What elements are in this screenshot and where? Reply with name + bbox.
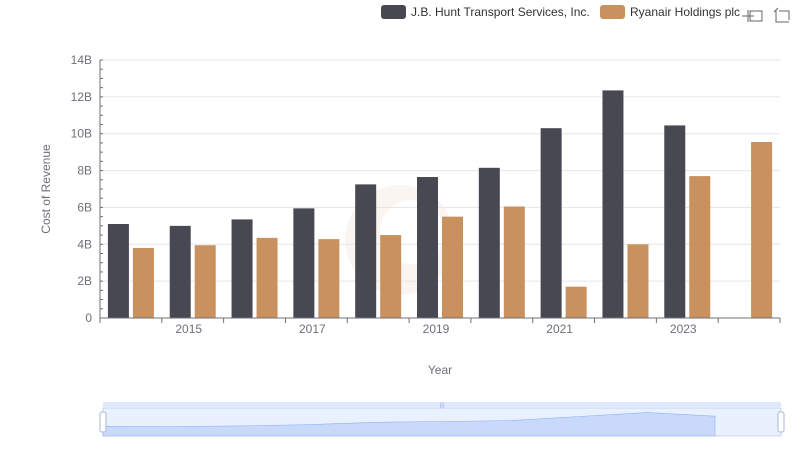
y-tick-label: 14B [71, 53, 92, 67]
bar-jb-hunt-2014 [107, 224, 129, 318]
x-tick-label: 2019 [423, 322, 450, 336]
y-tick-label: 10B [71, 127, 92, 141]
y-tick-label: 8B [77, 164, 92, 178]
y-axis-ticks: 0 2B 4B 6B 8B 10B 12B 14B [71, 53, 93, 325]
legend-label-ryanair: Ryanair Holdings plc [630, 5, 740, 19]
bar-jb-hunt-2017 [293, 208, 315, 318]
x-tick-label: 2023 [670, 322, 697, 336]
bar-jb-hunt-2015 [169, 225, 191, 318]
y-tick-label: 6B [77, 200, 92, 214]
bar-ryanair-2021 [565, 286, 587, 318]
bar-ryanair-2019 [442, 216, 463, 318]
bar-ryanair-2015 [194, 245, 216, 318]
bar-ryanair-2023 [689, 176, 711, 318]
y-tick-label: 2B [77, 274, 92, 288]
legend: J.B. Hunt Transport Services, Inc. Ryana… [381, 5, 740, 19]
bar-ryanair-2022 [627, 244, 649, 318]
data-zoom-slider[interactable]: ||| [99, 402, 785, 437]
y-tick-label: 4B [77, 237, 92, 251]
x-axis-title: Year [428, 363, 452, 377]
legend-item-ryanair[interactable]: Ryanair Holdings plc [600, 5, 740, 19]
bar-jb-hunt-2018 [355, 184, 377, 318]
bars [107, 90, 773, 319]
legend-swatch-jb-hunt [381, 5, 406, 19]
bar-ryanair-2018 [380, 235, 402, 318]
zoom-top-bar[interactable] [103, 402, 781, 408]
zoom-crosshair-icon[interactable] [742, 10, 763, 22]
x-tick-label: 2021 [546, 322, 573, 336]
restore-icon[interactable] [773, 7, 790, 23]
zoom-preview-area [102, 412, 716, 437]
bar-jb-hunt-2020 [478, 167, 500, 318]
x-tick-label: 2017 [299, 322, 326, 336]
x-tick-label: 2015 [175, 322, 202, 336]
bar-ryanair-2017 [318, 239, 340, 318]
zoom-selected-range [103, 408, 781, 436]
y-axis-title: Cost of Revenue [39, 144, 53, 234]
bar-jb-hunt-2022 [602, 90, 624, 319]
bar-jb-hunt-2023 [664, 125, 686, 319]
legend-item-jb-hunt[interactable]: J.B. Hunt Transport Services, Inc. [381, 5, 590, 19]
zoom-grip-icon[interactable]: ||| [440, 403, 445, 409]
bar-jb-hunt-2016 [231, 219, 253, 318]
bar-jb-hunt-2019 [417, 177, 438, 318]
bar-ryanair-2020 [503, 206, 525, 318]
bar-ryanair-2014 [132, 247, 154, 318]
axes [99, 59, 780, 319]
zoom-handle-left[interactable] [99, 411, 107, 433]
y-tick-label: 12B [71, 90, 92, 104]
x-axis-ticks: 2015 2017 2019 2021 2023 [99, 318, 781, 336]
bar-ryanair-2016 [256, 237, 278, 318]
legend-swatch-ryanair [600, 5, 625, 19]
bar-jb-hunt-2021 [540, 128, 562, 318]
bar-ryanair-2024 [751, 142, 773, 318]
legend-label-jb-hunt: J.B. Hunt Transport Services, Inc. [411, 5, 590, 19]
y-tick-label: 0 [85, 311, 92, 325]
zoom-handle-right[interactable] [777, 411, 785, 433]
